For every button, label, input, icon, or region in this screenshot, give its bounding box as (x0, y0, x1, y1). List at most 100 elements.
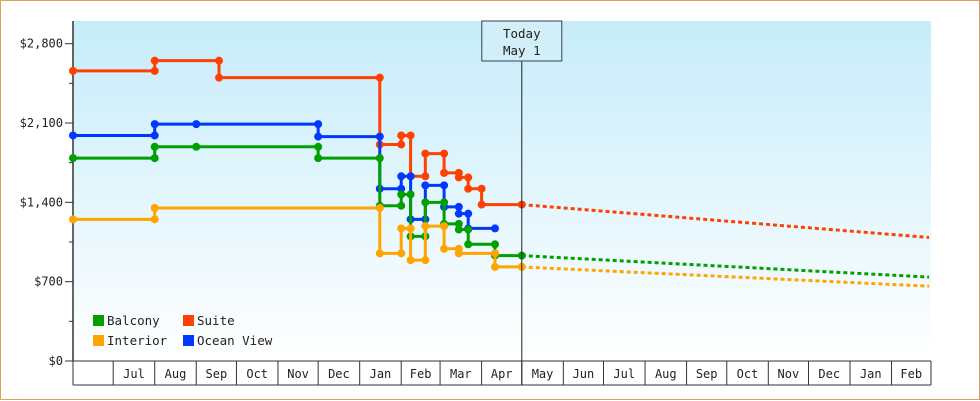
data-point-ocean-view (69, 131, 77, 140)
x-tick-label: Jan (370, 367, 392, 381)
x-tick-label: Jul (123, 367, 145, 381)
data-point-interior (421, 222, 430, 231)
x-axis: Jul Aug Sep Oct Nov Dec Jan Feb Mar Apr May Jun Jul A… (72, 360, 932, 386)
data-point-interior (440, 222, 449, 231)
legend-label-interior: Interior (107, 333, 168, 348)
data-point-suite (397, 140, 406, 149)
forecast-line-interior (521, 265, 930, 288)
data-point-suite (454, 173, 463, 182)
data-point-interior (491, 262, 500, 271)
data-point-suite (464, 173, 473, 182)
legend-swatch-suite (183, 315, 194, 326)
data-point-balcony (464, 225, 473, 234)
data-point-interior (454, 249, 463, 258)
data-point-interior (397, 249, 406, 258)
y-tick-label: $2,100 (20, 116, 63, 130)
x-tick-label: Nov (778, 367, 800, 381)
data-point-suite (440, 168, 449, 177)
data-point-suite (464, 184, 473, 193)
data-point-interior (406, 256, 415, 265)
data-point-interior (375, 204, 384, 212)
series-layer (69, 56, 930, 288)
today-box (481, 20, 563, 62)
data-point-ocean-view (406, 172, 415, 181)
legend-swatch-balcony (93, 315, 104, 326)
series-interior (69, 204, 930, 288)
data-point-suite (397, 131, 406, 140)
data-point-ocean-view (150, 131, 159, 140)
data-point-suite (406, 131, 415, 140)
y-axis: $0 $700 $1,400 $2,100 $2,800 (20, 21, 74, 368)
data-point-ocean-view (314, 132, 323, 141)
data-point-balcony (406, 190, 415, 199)
data-point-ocean-view (491, 224, 500, 233)
data-point-suite (421, 172, 430, 181)
legend-swatch-interior (93, 335, 104, 346)
data-point-suite (421, 149, 430, 158)
data-point-ocean-view (397, 184, 406, 193)
data-point-balcony (69, 154, 77, 163)
data-point-ocean-view (314, 120, 323, 129)
data-point-ocean-view (454, 209, 463, 218)
x-tick-label: May (532, 367, 554, 381)
x-tick-label: Oct (246, 367, 268, 381)
x-tick-label: Feb (900, 367, 922, 381)
x-tick-label: Jul (613, 367, 635, 381)
today-label: Today (503, 26, 541, 41)
data-point-balcony (454, 225, 463, 234)
data-point-balcony (440, 198, 449, 207)
today-date-label: May 1 (503, 43, 541, 58)
x-tick-label: Aug (165, 367, 187, 381)
data-point-balcony (150, 142, 159, 151)
data-point-suite (440, 149, 449, 158)
data-point-ocean-view (464, 209, 473, 218)
today-marker: Today May 1 (481, 20, 563, 385)
x-tick-label: Jun (573, 367, 595, 381)
data-point-suite (150, 66, 159, 75)
data-point-interior (397, 224, 406, 233)
x-tick-label: Apr (491, 367, 513, 381)
data-point-balcony (375, 154, 384, 163)
forecast-line-suite (521, 203, 930, 239)
data-point-suite (215, 56, 224, 65)
x-tick-label: Sep (206, 367, 228, 381)
x-tick-label: Oct (737, 367, 759, 381)
plot-area (73, 21, 931, 361)
data-point-interior (150, 215, 159, 224)
data-point-balcony (397, 190, 406, 199)
data-point-suite (69, 66, 77, 75)
legend-swatch-ocean-view (183, 335, 194, 346)
data-point-balcony (421, 198, 430, 207)
data-point-interior (421, 256, 430, 265)
x-tick-label: Dec (818, 367, 840, 381)
y-tick-label: $700 (34, 275, 63, 289)
data-point-interior (150, 204, 159, 212)
series-suite (69, 56, 930, 239)
data-point-ocean-view (397, 172, 406, 181)
data-point-ocean-view (454, 202, 463, 211)
x-tick-label: Aug (655, 367, 677, 381)
legend-label-balcony: Balcony (107, 313, 160, 328)
x-tick-label: Mar (450, 367, 472, 381)
data-point-balcony (491, 240, 500, 249)
data-point-interior (69, 215, 77, 224)
y-tick-label: $1,400 (20, 195, 63, 209)
data-point-suite (215, 73, 224, 82)
y-tick-label: $2,800 (20, 37, 63, 51)
data-point-balcony (454, 219, 463, 228)
data-point-balcony (314, 142, 323, 151)
y-tick-label: $0 (49, 354, 63, 368)
x-tick-label: Jan (860, 367, 882, 381)
legend-label-suite: Suite (197, 313, 235, 328)
data-point-suite (477, 184, 486, 193)
forecast-line-balcony (521, 254, 930, 279)
data-point-ocean-view (192, 120, 201, 129)
legend: Balcony Suite Interior Ocean View (93, 313, 273, 348)
legend-label-ocean-view: Ocean View (197, 333, 273, 348)
data-point-interior (375, 249, 384, 258)
series-line-interior (73, 206, 522, 269)
series-ocean-view (69, 120, 500, 233)
x-tick-label: Nov (287, 367, 309, 381)
